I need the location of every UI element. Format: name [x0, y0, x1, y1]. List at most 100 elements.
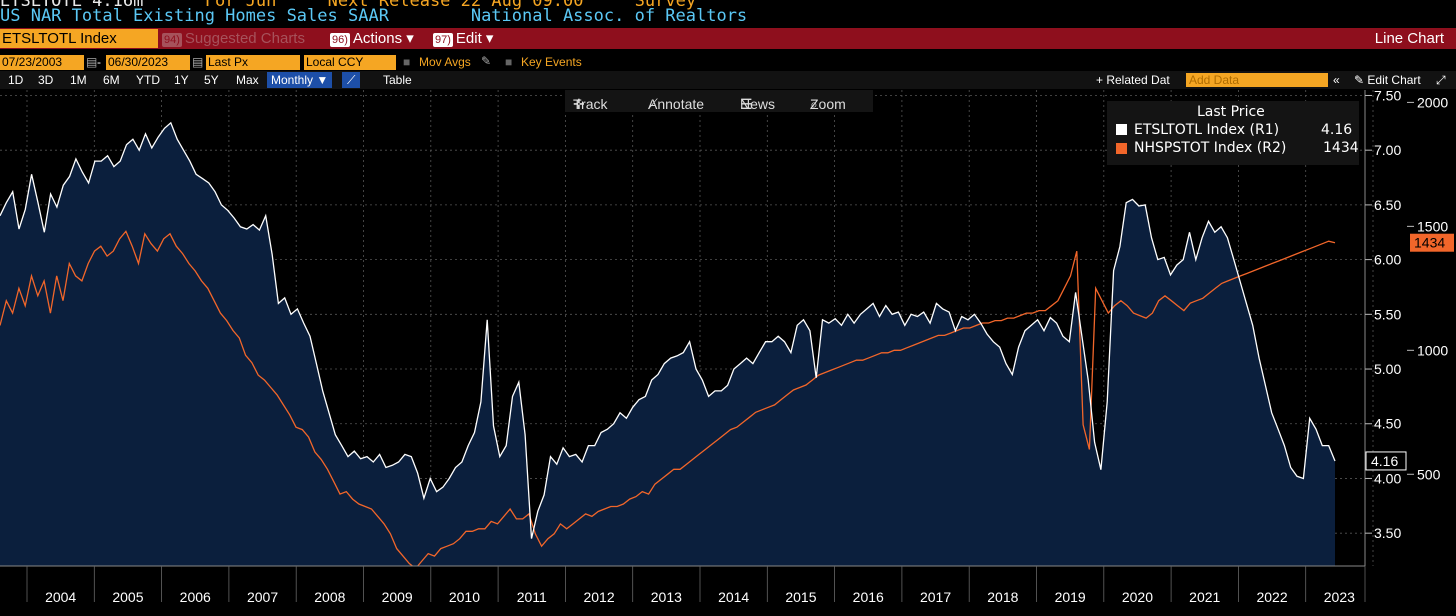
- mov-avgs-label[interactable]: Mov Avgs: [419, 55, 471, 69]
- x-tick-label: 2022: [1256, 589, 1287, 605]
- security-input[interactable]: ETSLTOTL Index: [0, 29, 158, 48]
- legend-swatch-etsltotl: [1116, 124, 1127, 135]
- x-tick-label: 2006: [180, 589, 211, 605]
- line-chart-icon[interactable]: ⟋: [342, 72, 361, 88]
- edit-number: 97): [433, 33, 453, 47]
- range-3d[interactable]: 3D: [38, 73, 54, 87]
- suggested-charts-button[interactable]: 94) Suggested Charts: [162, 28, 305, 49]
- range-toolbar: 1D 3D 1M 6M YTD 1Y 5Y Max Monthly ▼ ⟋ Ta…: [0, 71, 1456, 89]
- x-tick-label: 2014: [718, 589, 749, 605]
- x-tick-label: 2009: [382, 589, 413, 605]
- suggested-charts-number: 94): [162, 33, 182, 47]
- y1-tick-label: 3.50: [1374, 525, 1401, 541]
- legend-name-etsltotl[interactable]: ETSLTOTL Index (R1): [1134, 122, 1280, 138]
- expand-icon[interactable]: ⤢: [1436, 73, 1446, 87]
- x-tick-label: 2018: [987, 589, 1018, 605]
- last-value-tag-etsltotl: 4.16: [1365, 451, 1407, 471]
- series-line-nhspstot: [0, 230, 1336, 570]
- currency-select[interactable]: Local CCY: [304, 55, 396, 70]
- survey-text: Survey: [634, 0, 697, 11]
- chart-tools: ✛ Track ⟋ Annotate ☰ News ⌕ Zoom: [565, 90, 873, 112]
- chart-legend: Last Price ETSLTOTL Index (R1) 4.16 NHSP…: [1107, 101, 1359, 165]
- news-icon: ☰: [740, 96, 753, 112]
- x-tick-label: 2010: [449, 589, 480, 605]
- actions-number: 96): [330, 33, 350, 47]
- x-tick-label: 2016: [853, 589, 884, 605]
- suggested-charts-label: Suggested Charts: [184, 30, 305, 47]
- y1-tick-label: 4.50: [1374, 416, 1401, 432]
- x-tick-label: 2017: [920, 589, 951, 605]
- range-1y[interactable]: 1Y: [174, 73, 189, 87]
- actions-menu[interactable]: 96) Actions ▾: [330, 28, 414, 49]
- news-label: News: [740, 96, 776, 112]
- y1-tick-label: 4.00: [1374, 470, 1401, 486]
- start-date-input[interactable]: 07/23/2003: [0, 55, 84, 70]
- area-fill-etsltotl: [0, 122, 1335, 567]
- track-label: Track: [573, 96, 608, 112]
- calendar-icon[interactable]: ▤: [86, 55, 98, 69]
- legend-swatch-nhspstot: [1116, 143, 1127, 154]
- zoom-label: Zoom: [810, 96, 846, 112]
- table-button[interactable]: Table: [383, 73, 412, 87]
- actions-label: Actions ▾: [352, 30, 414, 47]
- crosshair-icon: ✛: [573, 96, 585, 112]
- field-select[interactable]: Last Px: [206, 55, 300, 70]
- chart-type-label: Line Chart: [1374, 30, 1444, 47]
- y1-tick-label: 5.50: [1374, 306, 1401, 322]
- edit-chart-button[interactable]: ✎ Edit Chart: [1354, 72, 1421, 88]
- key-events-label[interactable]: Key Events: [521, 55, 582, 69]
- menu-bar: ETSLTOTL Index 94) Suggested Charts 96) Ac…: [0, 28, 1456, 49]
- range-5y[interactable]: 5Y: [204, 73, 219, 87]
- x-tick-label: 2021: [1189, 589, 1220, 605]
- date-separator: -: [97, 55, 101, 69]
- mov-avgs-checkbox[interactable]: ■: [403, 55, 411, 69]
- y2-tick-label: 1500: [1417, 218, 1448, 234]
- calendar-icon[interactable]: ▤: [192, 55, 204, 69]
- y2-tick-label: 1000: [1417, 342, 1448, 358]
- annotate-label: Annotate: [648, 96, 705, 112]
- y1-tick-label: 6.50: [1374, 197, 1401, 213]
- x-tick-label: 2020: [1122, 589, 1153, 605]
- end-date-input[interactable]: 06/30/2023: [106, 55, 190, 70]
- collapse-icon[interactable]: «: [1333, 73, 1340, 87]
- chart-canvas[interactable]: 2004 2005 2006 2007 2008 2009 2010 2011 2012 2013…: [0, 90, 1456, 616]
- x-tick-label: 2013: [651, 589, 682, 605]
- security-description-line: US NAR Total Existing Homes Sales SAAR N…: [0, 6, 747, 26]
- security-quote-line: ETSLTOTL 4.16m For Jun Next Release 22 A…: [0, 0, 696, 11]
- x-tick-label: 2012: [583, 589, 614, 605]
- security-title: US NAR Total Existing Homes Sales SAAR: [0, 6, 389, 26]
- y2-tick-label: 500: [1417, 466, 1441, 482]
- edit-menu[interactable]: 97) Edit ▾: [433, 28, 493, 49]
- series-line-etsltotl: [0, 121, 1336, 539]
- add-data-input[interactable]: Add Data: [1186, 73, 1328, 87]
- last-value-label-etsltotl: 4.16: [1371, 453, 1398, 469]
- pencil-icon[interactable]: ✎: [481, 54, 492, 68]
- period-text: For Jun: [204, 0, 277, 11]
- range-1m[interactable]: 1M: [70, 73, 87, 87]
- range-1d[interactable]: 1D: [8, 73, 24, 87]
- security-source: National Assoc. of Realtors: [470, 6, 748, 26]
- x-tick-label: 2007: [247, 589, 278, 605]
- ticker-text: ETSLTOTL: [0, 0, 82, 11]
- x-axis-band: [0, 566, 1365, 616]
- related-data-button[interactable]: + Related Dat: [1096, 73, 1170, 87]
- magnifier-icon: ⌕: [810, 96, 818, 112]
- x-tick-label: 2019: [1055, 589, 1086, 605]
- edit-label: Edit ▾: [455, 30, 494, 47]
- range-6m[interactable]: 6M: [103, 73, 120, 87]
- last-value-text: 4.16m: [92, 0, 144, 11]
- legend-value-nhspstot: 1434: [1323, 140, 1359, 156]
- y1-tick-label: 7.00: [1374, 142, 1401, 158]
- range-max[interactable]: Max: [236, 73, 259, 87]
- x-tick-label: 2004: [45, 589, 76, 605]
- x-tick-label: 2011: [517, 589, 547, 605]
- y1-tick-label: 6.00: [1374, 252, 1401, 268]
- frequency-select[interactable]: Monthly ▼: [267, 72, 333, 88]
- last-value-tag-nhspstot: 1434: [1410, 233, 1454, 252]
- annotate-icon: ⟋: [648, 96, 658, 112]
- legend-name-nhspstot[interactable]: NHSPSTOT Index (R2): [1134, 140, 1287, 156]
- range-ytd[interactable]: YTD: [136, 73, 160, 87]
- key-events-checkbox[interactable]: ■: [505, 55, 513, 69]
- y2-tick-label: 2000: [1417, 94, 1448, 110]
- x-axis: 2004 2005 2006 2007 2008 2009 2010 2011 2012 2013…: [0, 565, 1366, 616]
